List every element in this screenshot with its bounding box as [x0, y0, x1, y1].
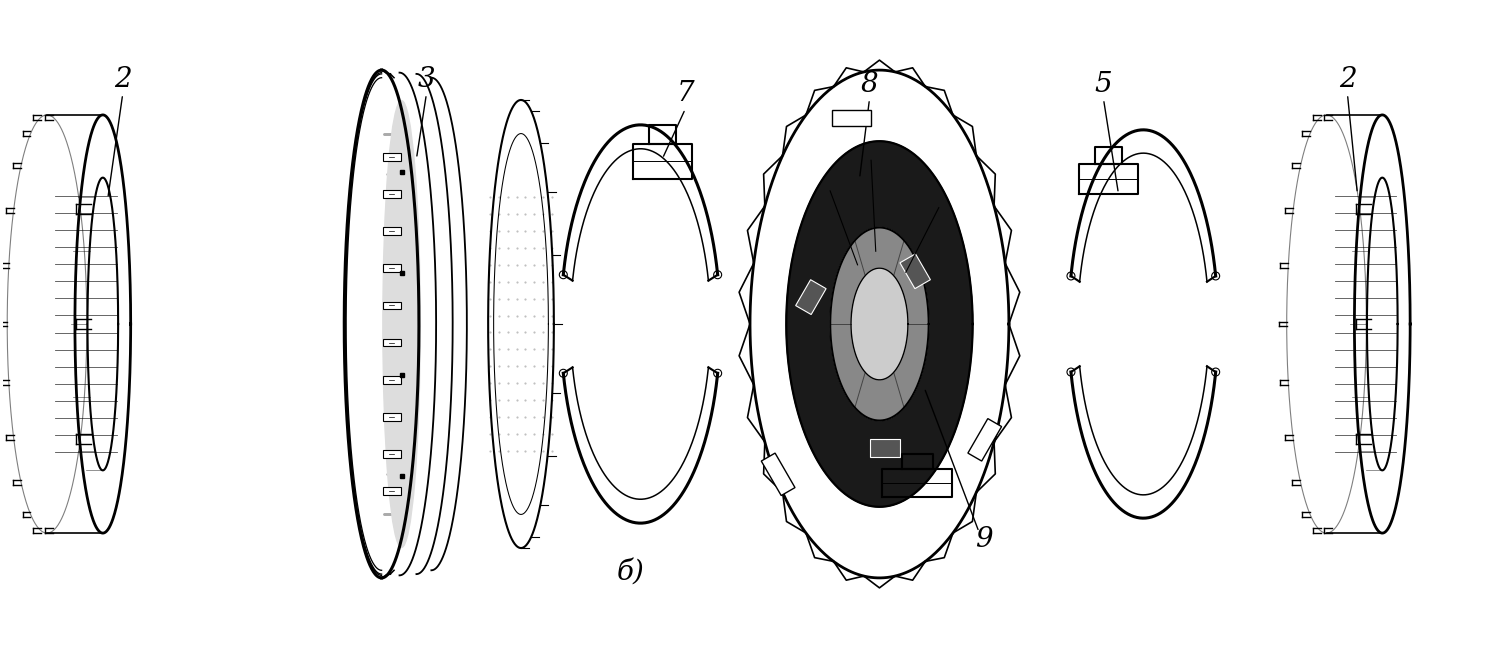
Text: 9: 9 — [976, 526, 992, 553]
Bar — [383, 450, 401, 457]
Bar — [383, 487, 401, 494]
Bar — [383, 376, 401, 384]
Bar — [870, 439, 901, 457]
Bar — [762, 453, 795, 496]
Ellipse shape — [786, 141, 973, 507]
Bar — [383, 191, 401, 198]
Text: б): б) — [616, 559, 645, 585]
Bar — [383, 264, 401, 272]
Bar — [383, 413, 401, 421]
Bar — [383, 154, 401, 161]
Text: 2: 2 — [1339, 65, 1357, 93]
Text: 5: 5 — [1095, 71, 1113, 98]
Bar — [968, 419, 1001, 461]
Text: 8: 8 — [861, 71, 878, 98]
Bar — [831, 110, 872, 126]
Bar — [795, 280, 827, 314]
Bar — [383, 338, 401, 347]
Bar — [901, 254, 931, 288]
Ellipse shape — [851, 268, 908, 380]
Ellipse shape — [830, 227, 929, 421]
Ellipse shape — [383, 100, 420, 548]
Text: 3: 3 — [417, 65, 435, 93]
Bar — [383, 301, 401, 310]
Bar — [383, 227, 401, 235]
Text: 2: 2 — [114, 65, 131, 93]
Text: 7: 7 — [676, 80, 694, 108]
